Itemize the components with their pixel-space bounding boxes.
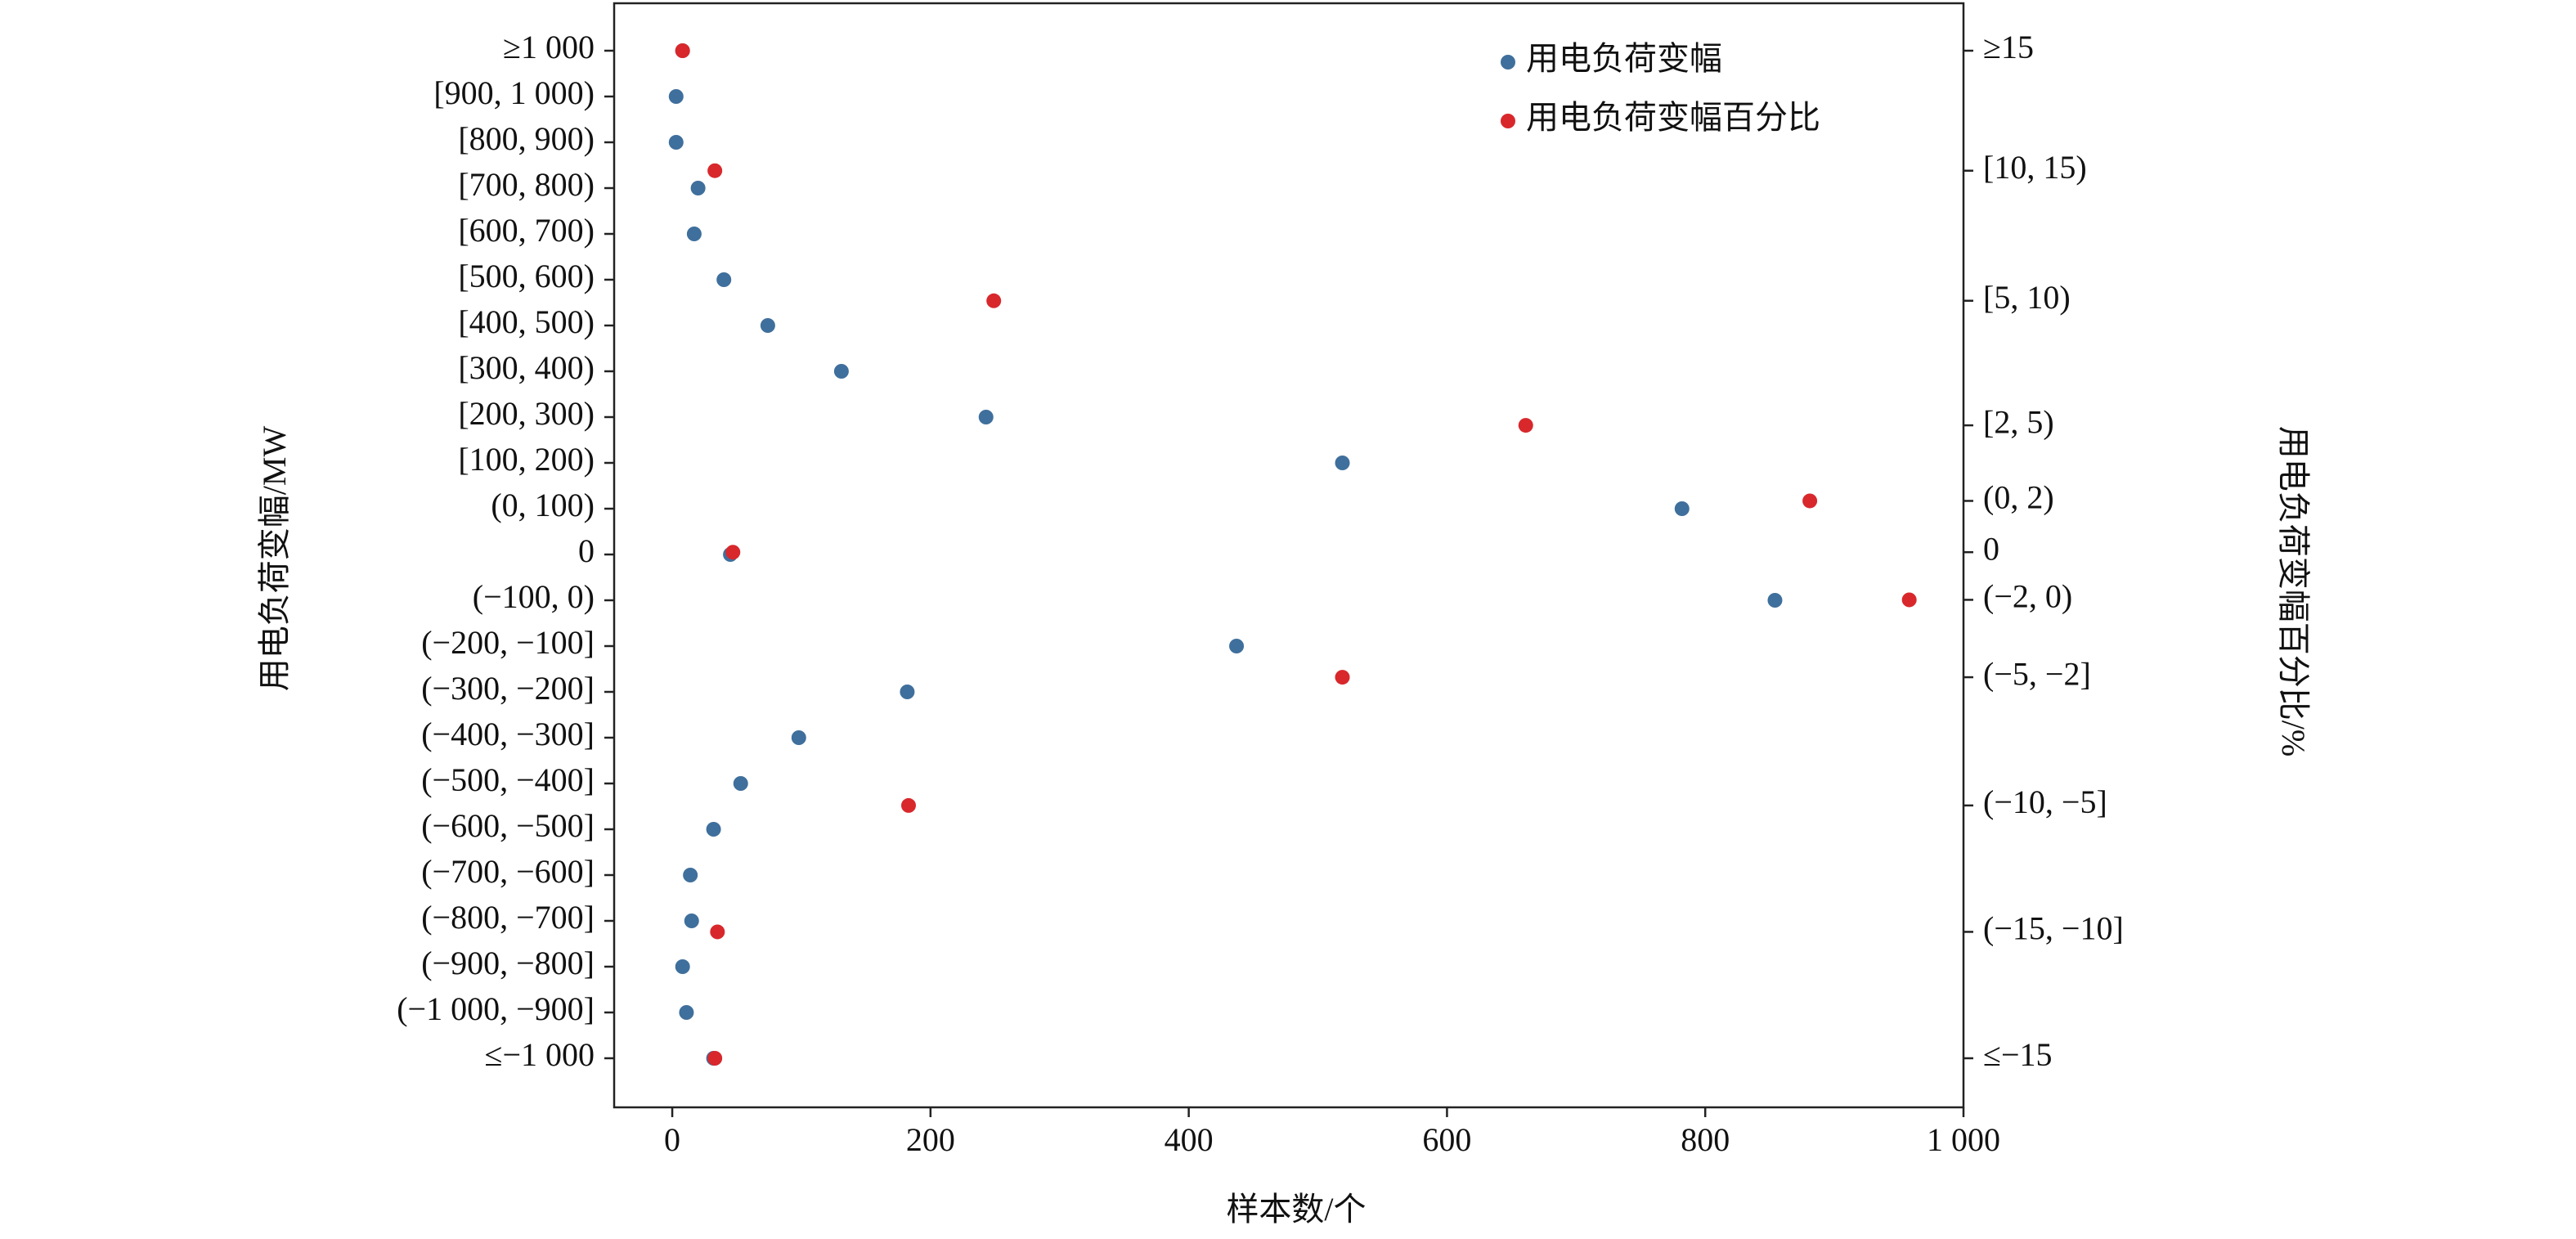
y-tick-label: (−900, −800] xyxy=(421,945,595,981)
y-tick-label: ≤−1 000 xyxy=(484,1036,595,1073)
point xyxy=(1335,456,1350,470)
y2-tick-label: ≤−15 xyxy=(1983,1036,2053,1073)
y-axis-title: 用电负荷变幅/MW xyxy=(256,426,293,692)
y-tick-label: ≥1 000 xyxy=(503,29,595,65)
x-axis-title: 样本数/个 xyxy=(1226,1191,1366,1228)
point xyxy=(900,685,915,699)
y-tick-label: (−600, −500] xyxy=(421,807,595,844)
point xyxy=(901,797,916,813)
point xyxy=(707,1051,723,1066)
point xyxy=(760,318,775,333)
y-tick-label: [400, 500) xyxy=(458,303,595,340)
y-tick-label: (−100, 0) xyxy=(473,578,595,615)
point xyxy=(668,135,684,150)
point xyxy=(716,272,732,287)
y-tick-label: 0 xyxy=(578,532,595,569)
y-tick-label: (0, 100) xyxy=(491,487,595,523)
point xyxy=(725,545,741,560)
point xyxy=(675,959,690,974)
x-tick-label: 400 xyxy=(1165,1121,1214,1158)
y-tick-label: (−1 000, −900] xyxy=(397,990,595,1027)
y2-tick-label: ≥15 xyxy=(1983,29,2034,65)
point xyxy=(791,730,806,745)
point xyxy=(690,181,706,195)
point xyxy=(668,89,684,104)
point xyxy=(978,410,994,424)
x-tick-label: 0 xyxy=(664,1121,680,1158)
y-tick-label: (−200, −100] xyxy=(421,624,595,661)
y2-tick-label: [2, 5) xyxy=(1983,403,2054,440)
legend-marker xyxy=(1501,114,1515,128)
point xyxy=(733,776,748,791)
y-tick-label: [100, 200) xyxy=(458,441,595,478)
point xyxy=(1518,418,1533,433)
point xyxy=(684,914,699,928)
x-tick-label: 800 xyxy=(1681,1121,1730,1158)
y-tick-label: (−800, −700] xyxy=(421,899,595,936)
point xyxy=(707,163,723,178)
point xyxy=(675,43,690,58)
point xyxy=(1229,639,1245,653)
y-tick-label: [600, 700) xyxy=(458,212,595,249)
y-tick-label: [900, 1 000) xyxy=(433,74,595,111)
y2-tick-label: [5, 10) xyxy=(1983,279,2071,316)
y2-tick-label: (−15, −10] xyxy=(1983,910,2124,947)
y-tick-label: (−300, −200] xyxy=(421,670,595,707)
y-tick-label: (−500, −400] xyxy=(421,761,595,798)
x-tick-label: 600 xyxy=(1422,1121,1471,1158)
point xyxy=(706,822,721,837)
point xyxy=(683,868,698,882)
point xyxy=(679,1005,694,1020)
point xyxy=(986,293,1002,308)
y2-axis-title: 用电负荷变幅百分比/% xyxy=(2275,426,2312,756)
legend-label: 用电负荷变幅 xyxy=(1526,40,1722,77)
point xyxy=(1674,501,1690,516)
point xyxy=(833,364,849,379)
y-tick-label: [200, 300) xyxy=(458,395,595,432)
y-tick-label: (−700, −600] xyxy=(421,853,595,890)
point xyxy=(1767,593,1783,608)
y2-tick-label: [10, 15) xyxy=(1983,149,2087,186)
y-tick-label: [500, 600) xyxy=(458,258,595,294)
legend-marker xyxy=(1501,55,1515,70)
y2-tick-label: (−10, −5] xyxy=(1983,783,2107,820)
point xyxy=(1335,670,1350,685)
x-tick-label: 200 xyxy=(906,1121,955,1158)
plot-frame xyxy=(613,2,1965,1109)
y-tick-label: [300, 400) xyxy=(458,349,595,386)
point xyxy=(1901,592,1917,608)
point xyxy=(710,924,725,940)
point xyxy=(1802,493,1818,509)
legend-label: 用电负荷变幅百分比 xyxy=(1526,99,1820,136)
y2-tick-label: 0 xyxy=(1983,530,1999,567)
y-tick-label: (−400, −300] xyxy=(421,716,595,752)
y-tick-label: [700, 800) xyxy=(458,166,595,203)
y2-tick-label: (−5, −2] xyxy=(1983,655,2091,692)
y2-tick-label: (0, 2) xyxy=(1983,479,2054,516)
x-tick-label: 1 000 xyxy=(1927,1121,2000,1158)
point xyxy=(686,227,702,241)
y-tick-label: [800, 900) xyxy=(458,120,595,157)
y2-tick-label: (−2, 0) xyxy=(1983,578,2072,615)
